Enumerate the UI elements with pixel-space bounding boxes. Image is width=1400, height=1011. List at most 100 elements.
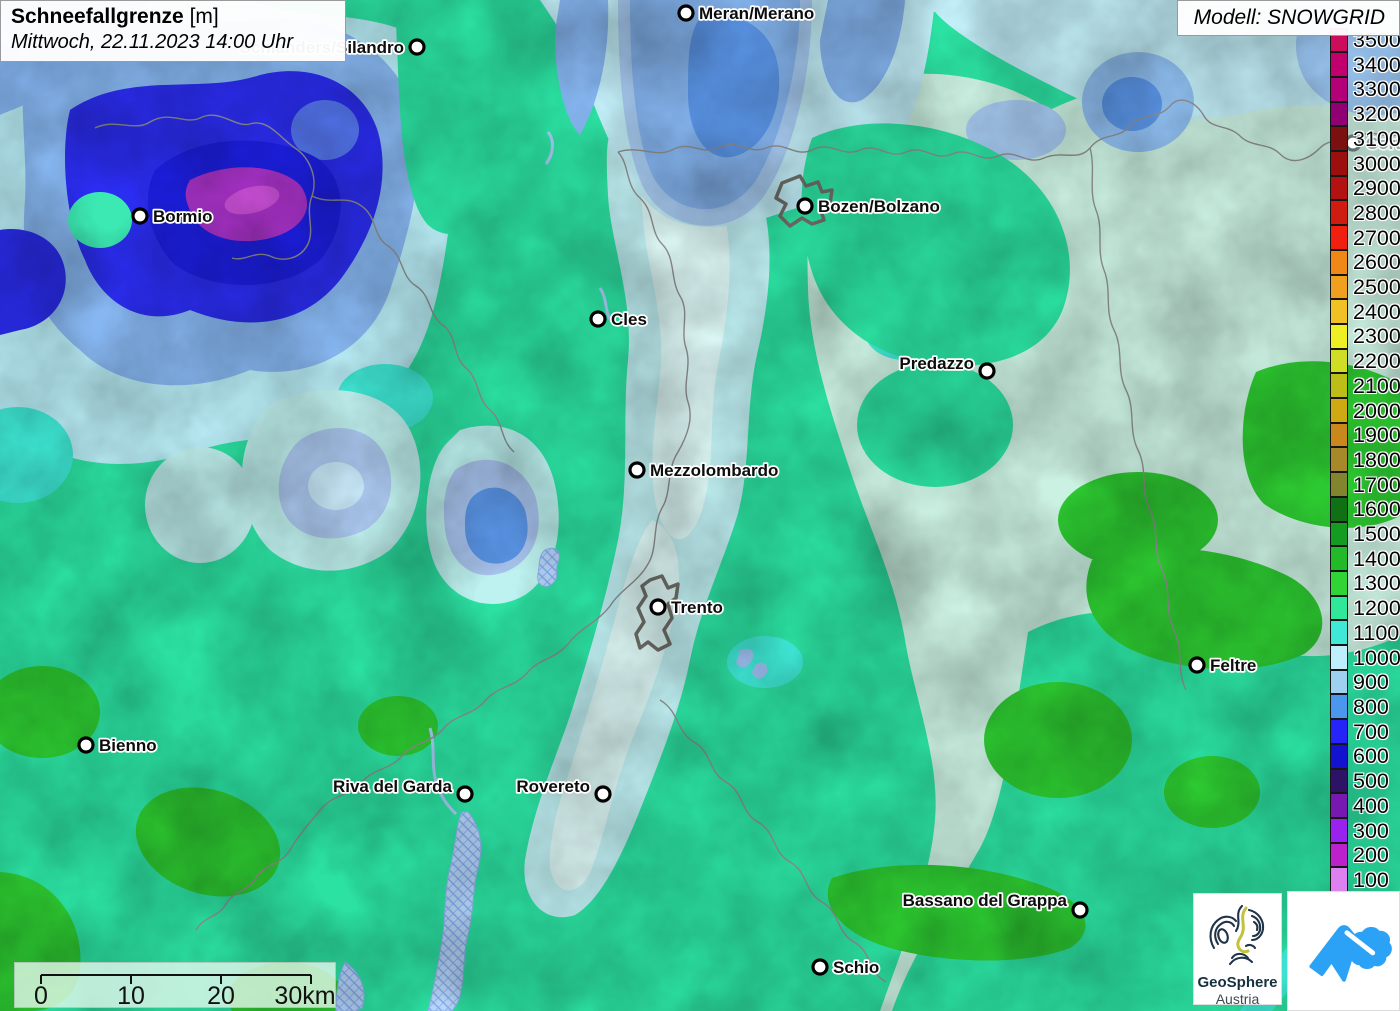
legend-row: 1000: [1330, 645, 1400, 671]
legend-row: 3000: [1330, 151, 1400, 177]
legend-row: 1800: [1330, 447, 1400, 473]
legend-label: 2700: [1353, 225, 1400, 250]
city-label: Cortina: [1366, 134, 1400, 153]
legend-swatch: [1330, 348, 1348, 374]
city-marker: Cles: [589, 308, 649, 331]
legend-swatch: [1330, 570, 1348, 596]
legend-label: 1200: [1353, 596, 1400, 621]
city-marker: Bienno: [77, 734, 158, 757]
city-dot: [796, 197, 814, 215]
geosphere-name: GeoSphere: [1197, 974, 1278, 991]
legend-label: 1300: [1353, 571, 1400, 596]
legend-row: 600: [1330, 743, 1400, 769]
scalebar-tick-0: 0: [34, 982, 48, 1007]
legend-swatch: [1330, 546, 1348, 571]
legend-swatch: [1330, 842, 1348, 868]
legend-swatch: [1330, 101, 1348, 127]
legend-swatch: [1330, 447, 1348, 473]
city-label: Mezzolombardo: [650, 461, 778, 480]
city-marker: Bozen/Bolzano: [796, 195, 942, 218]
title-datetime: Mittwoch, 22.11.2023 14:00 Uhr: [11, 31, 294, 53]
legend-row: 800: [1330, 694, 1400, 720]
legend-row: 3400: [1330, 52, 1400, 78]
legend-swatch: [1330, 867, 1348, 893]
city-dot: [408, 38, 426, 56]
city-label: Rovereto: [516, 777, 590, 796]
legend-swatch: [1330, 323, 1348, 349]
legend-label: 3000: [1353, 151, 1400, 176]
legend-row: 1600: [1330, 496, 1400, 522]
legend-label: 2400: [1353, 299, 1400, 324]
legend-row: 3100: [1330, 126, 1400, 152]
title-unit: [m]: [189, 5, 219, 28]
legend-row: 2200: [1330, 348, 1400, 374]
legend-label: 500: [1353, 769, 1389, 794]
legend-label: 1500: [1353, 522, 1400, 547]
model-box: Modell: SNOWGRID: [1176, 0, 1400, 36]
legend-swatch: [1330, 422, 1348, 448]
legend-label: 400: [1353, 793, 1389, 818]
city-label: Cles: [611, 310, 647, 329]
legend-swatch: [1330, 669, 1348, 695]
legend-swatch: [1330, 200, 1348, 226]
legend-swatch: [1330, 249, 1348, 275]
city-marker: Meran/Merano: [677, 2, 816, 25]
legend-row: 1700: [1330, 472, 1400, 498]
title-text: Schneefallgrenze: [11, 5, 184, 28]
legend-row: 500: [1330, 768, 1400, 794]
legend-label: 2600: [1353, 250, 1400, 275]
legend-label: 900: [1353, 670, 1389, 695]
city-label: Bormio: [153, 207, 213, 226]
legend-label: 200: [1353, 843, 1389, 868]
city-marker: Feltre: [1188, 654, 1258, 677]
legend-row: 2800: [1330, 200, 1400, 226]
city-dot: [1188, 656, 1206, 674]
legend-label: 600: [1353, 744, 1389, 769]
legend-swatch: [1330, 719, 1348, 744]
legend-label: 100: [1353, 867, 1389, 892]
legend-swatch: [1330, 743, 1348, 769]
scalebar-graphic: 0 10 20 30km: [34, 974, 335, 1007]
scalebar-tick-10: 10: [117, 982, 145, 1007]
legend-swatch: [1330, 274, 1348, 300]
city-marker: Mezzolombardo: [628, 459, 780, 482]
legend-row: 100: [1330, 867, 1400, 893]
city-dot: [77, 736, 95, 754]
legend-label: 300: [1353, 818, 1389, 843]
legend-row: 400: [1330, 793, 1400, 819]
city-dot: [131, 207, 149, 225]
legend-swatch: [1330, 299, 1348, 324]
legend-swatch: [1330, 645, 1348, 670]
city-label: Feltre: [1210, 656, 1256, 675]
legend-label: 2500: [1353, 275, 1400, 300]
legend-label: 1900: [1353, 423, 1400, 448]
legend-row: 1100: [1330, 620, 1400, 646]
legend-row: 2000: [1330, 398, 1400, 424]
city-dot: [677, 4, 695, 22]
legend-swatch: [1330, 373, 1348, 399]
city-label: Meran/Merano: [699, 4, 814, 23]
legend-swatch: [1330, 398, 1348, 423]
legend-swatch: [1330, 151, 1348, 176]
legend-swatch: [1330, 496, 1348, 522]
legend-row: 200: [1330, 842, 1400, 868]
city-label: Schio: [833, 958, 879, 977]
legend-row: 1900: [1330, 422, 1400, 448]
legend-label: 2800: [1353, 200, 1400, 225]
city-label: Bienno: [99, 736, 157, 755]
geosphere-contour-icon: [1208, 904, 1264, 966]
legend-row: 2400: [1330, 299, 1400, 325]
city-marker: Riva del Garda: [331, 775, 474, 803]
legend-swatch: [1330, 225, 1348, 250]
legend-swatch: [1330, 175, 1348, 201]
legend-label: 3400: [1353, 52, 1400, 77]
scalebar: 0 10 20 30km: [14, 962, 336, 1008]
city-marker: Bormio: [131, 205, 214, 228]
legend-row: 700: [1330, 719, 1400, 745]
geosphere-country: Austria: [1215, 991, 1260, 1007]
legend-label: 3100: [1353, 126, 1400, 151]
legend-label: 1800: [1353, 447, 1400, 472]
legend-row: 3300: [1330, 76, 1400, 102]
